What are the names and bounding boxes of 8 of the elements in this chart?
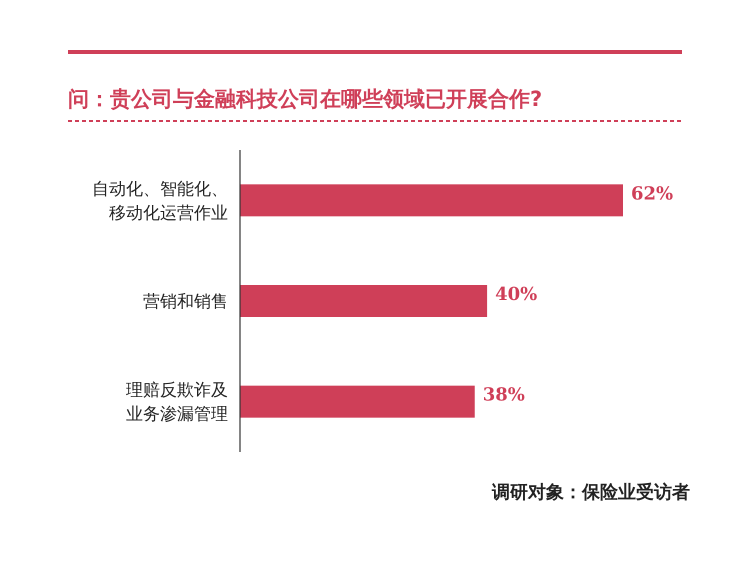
data-label: 38% xyxy=(482,384,525,406)
y-tick-label: 营销和销售 xyxy=(143,292,228,312)
data-label: 62% xyxy=(631,183,674,204)
text: 调研对象：保险业受访者 xyxy=(491,482,690,503)
title: 问：贵公司与金融科技公司在哪些领域已开展合作? xyxy=(68,87,542,111)
y-tick-label: 理赔反欺诈及业务渗漏管理 xyxy=(126,380,228,425)
y-tick-label: 自动化、智能化、移动化运营作业 xyxy=(92,179,228,224)
data-label: 40% xyxy=(495,284,538,305)
